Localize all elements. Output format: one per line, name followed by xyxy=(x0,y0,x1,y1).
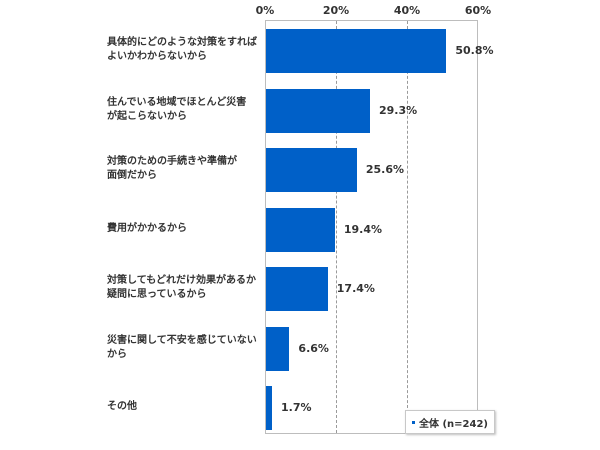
legend-label: 全体 (n=242) xyxy=(419,418,488,430)
legend-swatch xyxy=(412,420,415,424)
category-label-line: 費用がかかるから xyxy=(107,222,187,234)
category-label: その他 xyxy=(107,400,257,414)
bar xyxy=(266,326,290,371)
category-label: 対策してもどれだけ効果があるか 疑問に思っているから xyxy=(107,274,257,302)
category-label-line: その他 xyxy=(107,401,137,412)
category-label-line: が起こらないから xyxy=(107,110,187,122)
bar-value-label: 1.7% xyxy=(281,401,312,414)
category-label: 対策のための手続きや準備が 面倒だから xyxy=(107,155,257,183)
bar xyxy=(266,148,357,192)
category-label-line: 対策してもどれだけ効果があるか xyxy=(107,275,256,286)
bar xyxy=(266,88,370,133)
category-label-line: 対策のための手続きや準備が xyxy=(107,156,237,167)
bar xyxy=(266,267,328,311)
bar-value-label: 17.4% xyxy=(336,282,375,295)
category-label-line: 災害に関して不安を感じていない xyxy=(107,334,257,346)
bar xyxy=(266,207,335,252)
category-label: 具体的にどのような対策をすれば よいかわからないから xyxy=(107,36,257,64)
category-label: 住んでいる地域でほとんど災害 が起こらないから xyxy=(107,96,257,124)
bar-value-label: 25.6% xyxy=(365,163,405,176)
bar-value-label: 6.6% xyxy=(298,341,329,355)
gridline xyxy=(407,21,408,433)
category-label-line: 面倒だから xyxy=(107,170,157,181)
bar xyxy=(266,29,447,73)
bar xyxy=(266,386,273,430)
x-tick-label: 20% xyxy=(322,4,350,17)
category-label: 災害に関して不安を感じていない から xyxy=(107,334,257,362)
x-tick-label: 0% xyxy=(255,4,275,17)
category-label-line: 疑問に思っているから xyxy=(107,289,207,300)
bar-value-label: 29.3% xyxy=(379,103,418,117)
bar-value-label: 19.4% xyxy=(343,222,383,236)
legend: 全体 (n=242) xyxy=(405,410,495,434)
bar-value-label: 50.8% xyxy=(455,44,494,57)
category-label-line: 具体的にどのような対策をすれば xyxy=(107,37,257,48)
x-tick-label: 40% xyxy=(393,4,421,17)
plot-area: 50.8% 29.3% 25.6% 19.4% 17.4% 6.6% 1.7% xyxy=(265,20,494,434)
category-label-line: から xyxy=(107,348,127,360)
category-label-line: 住んでいる地域でほとんど災害 xyxy=(107,96,247,108)
gridline xyxy=(336,21,337,433)
category-label-line: よいかわからないから xyxy=(107,51,207,62)
category-label: 費用がかかるから xyxy=(107,222,257,236)
x-tick-label: 60% xyxy=(464,4,492,17)
